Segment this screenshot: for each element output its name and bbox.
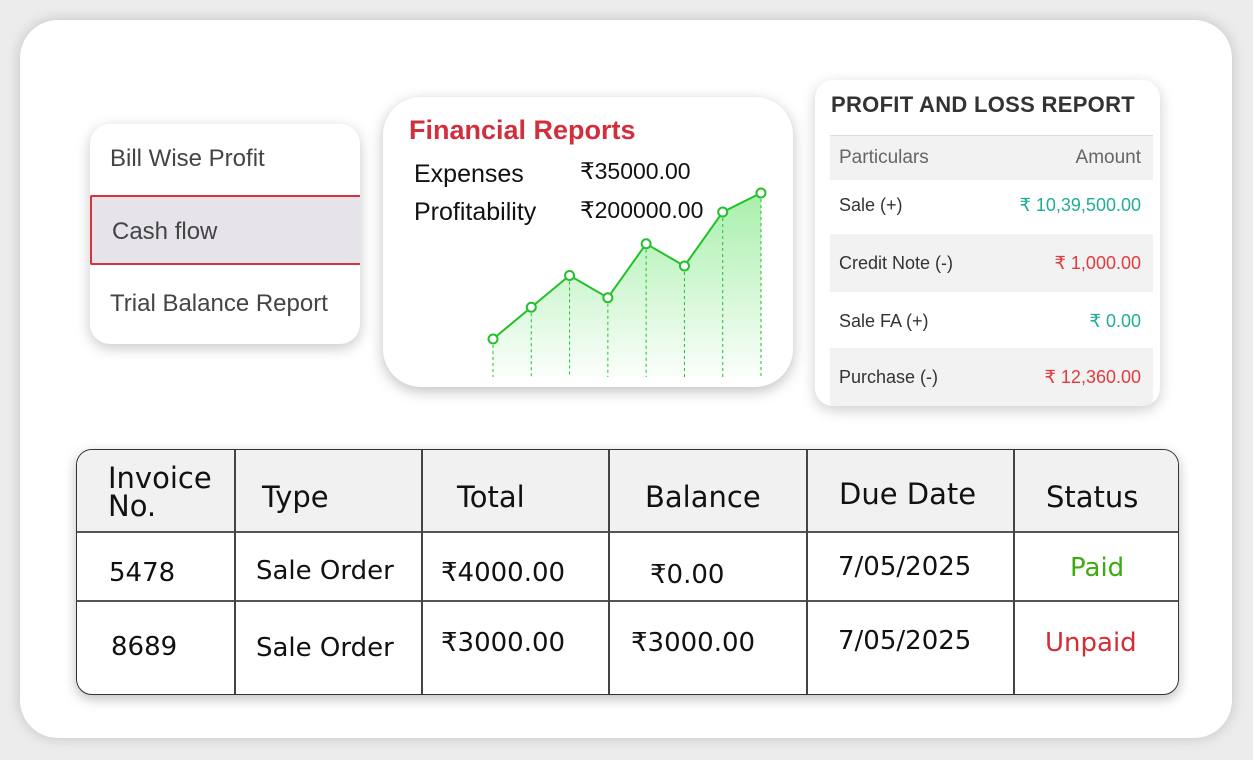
table-row-due-date: 7/05/2025: [838, 552, 972, 582]
row-label: Purchase (-): [839, 367, 939, 387]
table-row-invoice-no: 8689: [111, 632, 178, 662]
trend-area: [493, 193, 761, 377]
profit-loss-row: Credit Note (-) ₹ 1,000.00: [830, 234, 1153, 292]
menu-item-bill-wise-profit[interactable]: Bill Wise Profit: [110, 145, 265, 172]
table-row-due-date: 7/05/2025: [838, 626, 972, 656]
trend-point: [678, 260, 690, 272]
table-row-total: ₹3000.00: [441, 628, 566, 658]
profit-loss-header: Particulars Amount: [830, 135, 1153, 180]
trend-chart: [487, 187, 767, 377]
invoice-table-header: [77, 450, 1178, 532]
table-row-balance: ₹3000.00: [631, 628, 756, 658]
expenses-value: ₹35000.00: [580, 158, 691, 184]
due-date-header: Due Date: [839, 477, 977, 511]
row-label: Credit Note (-): [839, 253, 954, 273]
amount-header: Amount: [1075, 147, 1141, 168]
profit-loss-row: Sale FA (+) ₹ 0.00: [830, 292, 1153, 350]
trend-point: [602, 292, 614, 304]
financial-reports-card: Financial Reports Expenses ₹35000.00 Pro…: [383, 97, 793, 387]
invoice-table: Invoice No. Type Total Balance Due Date …: [76, 449, 1179, 695]
trend-point: [525, 301, 537, 313]
table-row-type: Sale Order: [256, 556, 394, 586]
row-amount: ₹ 0.00: [1089, 311, 1142, 331]
menu-item-cash-flow[interactable]: Cash flow: [90, 195, 360, 265]
row-amount: ₹ 12,360.00: [1044, 367, 1141, 387]
financial-reports-title: Financial Reports: [409, 115, 636, 145]
trend-point: [640, 238, 652, 250]
menu-item-trial-balance-report[interactable]: Trial Balance Report: [110, 290, 328, 317]
row-label: Sale (+): [839, 195, 903, 215]
trend-point: [717, 206, 729, 218]
status-header: Status: [1046, 480, 1139, 514]
row-label: Sale FA (+): [839, 311, 929, 331]
table-row-balance: ₹0.00: [650, 560, 725, 590]
profit-loss-row: Sale (+) ₹ 10,39,500.00: [830, 176, 1153, 234]
invoice-no-header-line2: No.: [108, 489, 157, 523]
trend-point: [487, 333, 499, 345]
status-badge: Unpaid: [1045, 628, 1137, 658]
expenses-label: Expenses: [414, 160, 524, 188]
row-amount: ₹ 10,39,500.00: [1019, 195, 1141, 215]
particulars-header: Particulars: [839, 147, 929, 168]
profit-loss-title: PROFIT AND LOSS REPORT: [831, 92, 1136, 117]
total-header: Total: [457, 480, 525, 514]
table-row-invoice-no: 5478: [109, 558, 176, 588]
profit-loss-row: Purchase (-) ₹ 12,360.00: [830, 348, 1153, 406]
table-row-total: ₹4000.00: [441, 558, 566, 588]
trend-point: [564, 270, 576, 282]
profitability-label: Profitability: [414, 198, 537, 226]
row-amount: ₹ 1,000.00: [1054, 253, 1141, 273]
profitability-value: ₹200000.00: [580, 197, 704, 223]
trend-point: [755, 187, 767, 199]
profit-loss-report-card: PROFIT AND LOSS REPORT Particulars Amoun…: [815, 80, 1160, 406]
type-header: Type: [262, 480, 329, 514]
status-badge: Paid: [1070, 553, 1125, 583]
report-menu: Bill Wise Profit Cash flow Trial Balance…: [90, 124, 360, 344]
invoice-no-header-line1: Invoice: [108, 461, 212, 495]
invoice-no-header: Invoice No.: [108, 461, 212, 523]
balance-header: Balance: [645, 480, 761, 514]
table-row-type: Sale Order: [256, 633, 394, 663]
trend-line: [492, 192, 762, 340]
